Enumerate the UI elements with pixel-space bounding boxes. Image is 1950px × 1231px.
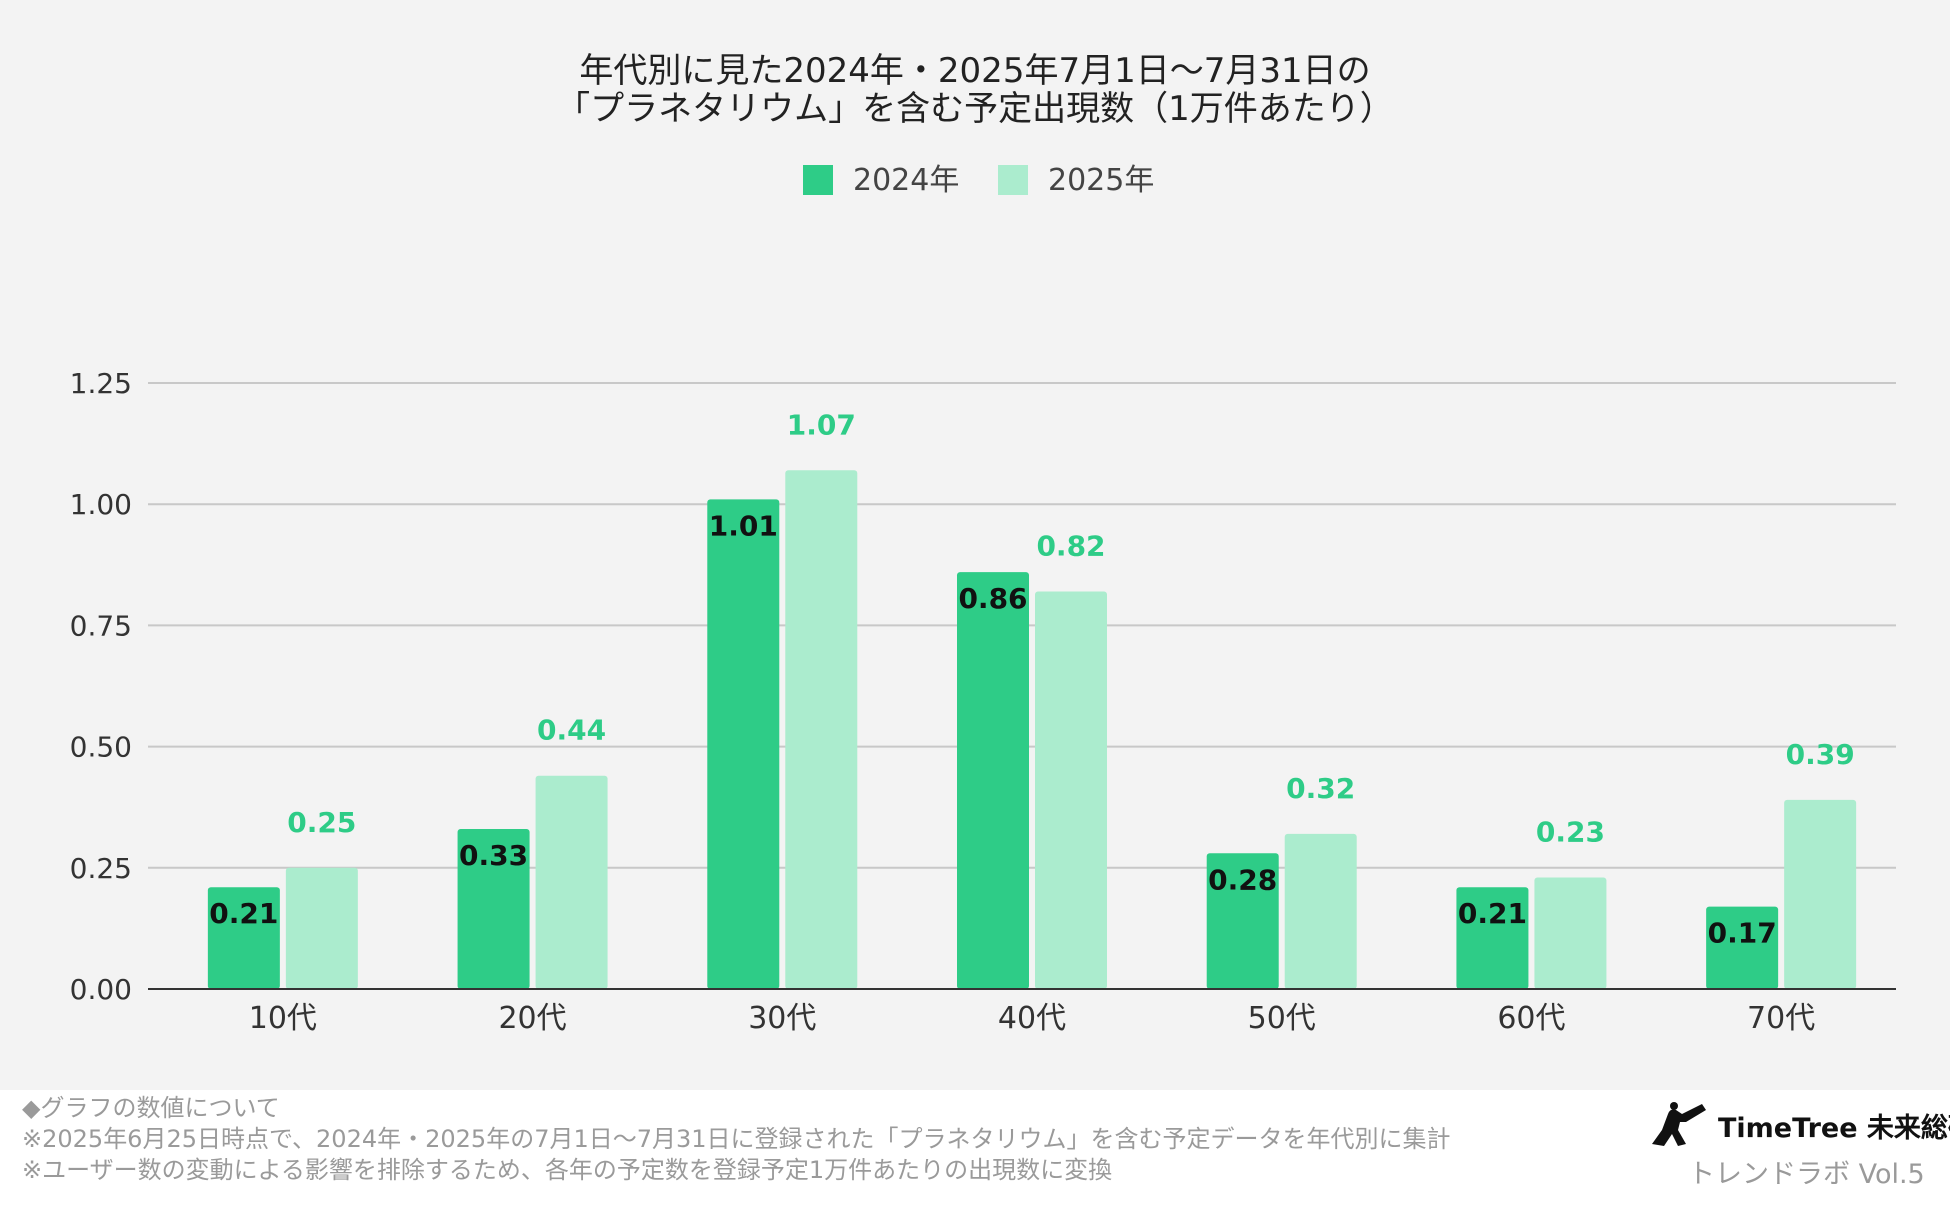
data-label-2024: 1.01 (709, 509, 778, 542)
x-category-label: 60代 (1497, 1001, 1565, 1036)
brand-logo-row: TimeTree 未来総研 (1648, 1100, 1950, 1150)
x-category-label: 40代 (998, 1001, 1066, 1036)
notes-heading: ◆グラフの数値について (22, 1094, 280, 1122)
chart-title-line-2: 「プラネタリウム」を含む予定出現数（1万件あたり） (556, 89, 1394, 129)
notes-line-1: ※2025年6月25日時点で、2024年・2025年の7月1日〜7月31日に登録… (22, 1125, 1451, 1153)
y-tick-label: 0.75 (70, 609, 132, 642)
notes: ◆グラフの数値について ※2025年6月25日時点で、2024年・2025年の7… (22, 1093, 1451, 1186)
bar-2024 (457, 829, 530, 989)
x-category-label: 20代 (498, 1001, 566, 1036)
bar-2024 (707, 499, 780, 989)
brand: TimeTree 未来総研 トレンドラボ Vol.5 (1648, 1100, 1950, 1190)
bar-chart: 年代別に見た2024年・2025年7月1日〜7月31日の 「プラネタリウム」を含… (70, 51, 1896, 1036)
bar-2024 (1206, 853, 1279, 989)
y-tick-label: 0.25 (70, 852, 132, 885)
chart-panel: 年代別に見た2024年・2025年7月1日〜7月31日の 「プラネタリウム」を含… (0, 0, 1950, 1090)
data-labels: 0.21 0.25 0.33 0.44 1.01 1.07 0.86 0.82 0.28 0.32… (209, 408, 1854, 949)
telescope-person-icon (1652, 1102, 1706, 1146)
chart-title-line-1: 年代別に見た2024年・2025年7月1日〜7月31日の (579, 51, 1370, 91)
brand-subtitle: トレンドラボ Vol.5 (1688, 1159, 1925, 1190)
data-label-2025: 0.39 (1786, 738, 1855, 771)
x-category-label: 30代 (748, 1001, 816, 1036)
bar-2025 (535, 775, 608, 989)
bars (207, 470, 1857, 989)
bar-2025 (285, 867, 358, 989)
y-tick-label: 1.25 (70, 367, 132, 400)
bar-2025 (1784, 799, 1857, 989)
data-label-2025: 0.32 (1286, 772, 1355, 805)
data-label-2025: 1.07 (787, 408, 856, 441)
legend-label-2024: 2024年 (853, 163, 959, 198)
x-axis-categories: 10代 20代 30代 40代 50代 60代 70代 (249, 1001, 1815, 1036)
data-label-2024: 0.33 (459, 839, 528, 872)
data-label-2025: 0.23 (1536, 815, 1605, 848)
chart-title: 年代別に見た2024年・2025年7月1日〜7月31日の 「プラネタリウム」を含… (556, 51, 1394, 129)
data-label-2024: 0.17 (1708, 917, 1777, 950)
y-axis-ticks: 0.00 0.25 0.50 0.75 1.00 1.25 (70, 367, 132, 1006)
y-tick-label: 0.00 (70, 973, 132, 1006)
y-tick-label: 0.50 (70, 731, 132, 764)
brand-name: TimeTree 未来総研 (1718, 1112, 1950, 1144)
data-label-2024: 0.21 (209, 897, 278, 930)
x-category-label: 10代 (249, 1001, 317, 1036)
bar-2025 (1284, 833, 1357, 989)
bar-2025 (1035, 591, 1107, 989)
legend: 2024年 2025年 (803, 163, 1154, 198)
notes-line-2: ※ユーザー数の変動による影響を排除するため、各年の予定数を登録予定1万件あたりの… (22, 1156, 1113, 1184)
data-label-2025: 0.44 (537, 714, 606, 747)
data-label-2025: 0.82 (1036, 529, 1105, 562)
y-tick-label: 1.00 (70, 488, 132, 521)
bar-2024 (957, 572, 1029, 989)
bar-2024 (1456, 887, 1529, 989)
bar-2024 (207, 887, 280, 989)
legend-label-2025: 2025年 (1048, 163, 1154, 198)
data-label-2025: 0.25 (287, 806, 356, 839)
bar-2025 (785, 470, 858, 989)
data-label-2024: 0.28 (1208, 863, 1277, 896)
legend-swatch-2025 (998, 165, 1028, 195)
data-label-2024: 0.21 (1458, 897, 1527, 930)
data-label-2024: 0.86 (958, 582, 1027, 615)
legend-swatch-2024 (803, 165, 833, 195)
x-category-label: 70代 (1747, 1001, 1815, 1036)
x-category-label: 50代 (1248, 1001, 1316, 1036)
bar-2025 (1534, 877, 1607, 989)
bar-2024 (1706, 906, 1779, 989)
